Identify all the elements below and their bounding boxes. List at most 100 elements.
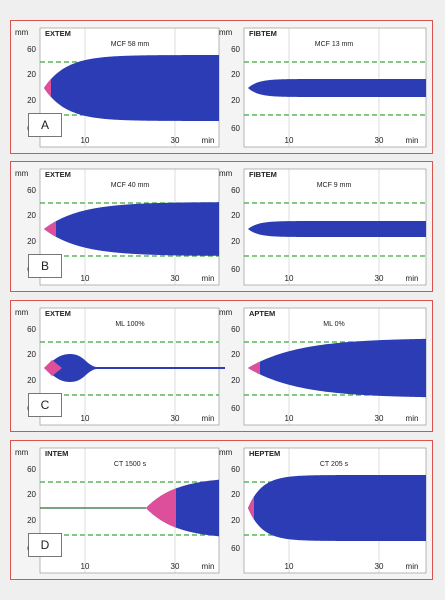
y-unit: mm [15, 308, 29, 317]
y-unit: mm [219, 169, 233, 178]
y-tick-label: 60 [231, 186, 240, 195]
y-tick-label: 20 [231, 70, 240, 79]
y-tick-label: 60 [27, 465, 36, 474]
trace [44, 55, 219, 121]
x-tick-label: 30 [171, 562, 180, 571]
panel: INTEM CT 1500 s mm 60 20 20 60 10 30 min HEPTEM CT … [10, 440, 433, 580]
y-tick-label: 60 [231, 124, 240, 133]
y-unit: mm [15, 169, 29, 178]
y-tick-label: 20 [27, 211, 36, 220]
plot-title: APTEM [249, 309, 275, 318]
y-tick-label: 20 [231, 96, 240, 105]
y-tick-label: 20 [27, 237, 36, 246]
subplot: FIBTEM MCF 9 mm mm 60 20 20 60 10 30 min [219, 168, 427, 286]
trace [248, 338, 426, 398]
y-tick-label: 60 [231, 265, 240, 274]
trace [248, 221, 426, 237]
panel-letter: B [41, 259, 49, 273]
x-tick-label: 30 [171, 274, 180, 283]
panel-letter: A [41, 118, 49, 132]
trace-onset [248, 361, 260, 375]
x-tick-label: 30 [375, 136, 384, 145]
plot-title: EXTEM [45, 309, 71, 318]
annotation: CT 205 s [320, 461, 349, 468]
y-tick-label: 20 [231, 376, 240, 385]
plot-title: HEPTEM [249, 449, 280, 458]
x-tick-label: 10 [81, 414, 90, 423]
y-tick-label: 20 [231, 516, 240, 525]
y-unit: mm [219, 448, 233, 457]
annotation: ML 0% [323, 321, 345, 328]
panel-letter-box [28, 533, 62, 557]
trace-onset [44, 79, 51, 97]
y-unit: mm [219, 28, 233, 37]
x-tick-label: 10 [81, 136, 90, 145]
annotation: CT 1500 s [114, 461, 147, 468]
annotation: ML 100% [115, 321, 144, 328]
panel-letter-box [28, 254, 62, 278]
x-tick-label: 30 [375, 414, 384, 423]
x-tick-label: 10 [285, 562, 294, 571]
y-tick-label: 20 [27, 70, 36, 79]
y-tick-label: 20 [27, 516, 36, 525]
x-tick-label: 10 [81, 562, 90, 571]
panel-letter-box [28, 393, 62, 417]
y-tick-label: 60 [231, 404, 240, 413]
y-tick-label: 60 [231, 325, 240, 334]
x-tick-label: 30 [171, 136, 180, 145]
y-tick-label: 60 [27, 186, 36, 195]
y-tick-label: 20 [27, 490, 36, 499]
x-tick-label: 30 [375, 562, 384, 571]
y-tick-label: 20 [231, 237, 240, 246]
trace-onset [248, 496, 254, 520]
y-tick-label: 20 [27, 350, 36, 359]
panel-letter: C [41, 398, 50, 412]
trace [248, 475, 426, 541]
x-tick-label: 10 [285, 414, 294, 423]
y-unit: mm [219, 308, 233, 317]
annotation: MCF 58 mm [111, 41, 150, 48]
trace [248, 79, 426, 97]
x-tick-label: 30 [375, 274, 384, 283]
y-tick-label: 20 [27, 376, 36, 385]
y-tick-label: 20 [231, 211, 240, 220]
plot-title: FIBTEM [249, 170, 277, 179]
y-tick-label: 60 [27, 325, 36, 334]
x-tick-label: min [202, 414, 215, 423]
trace-onset [44, 360, 62, 376]
subplot: FIBTEM MCF 13 mm mm 60 20 20 60 10 30 min [219, 27, 427, 148]
plot-title: INTEM [45, 449, 68, 458]
x-tick-label: 10 [285, 136, 294, 145]
plot-title: EXTEM [45, 170, 71, 179]
plot-title: EXTEM [45, 29, 71, 38]
y-tick-label: 20 [231, 350, 240, 359]
x-tick-label: min [202, 274, 215, 283]
y-tick-label: 60 [27, 45, 36, 54]
subplot: APTEM ML 0% mm 60 20 20 60 10 30 min [219, 307, 427, 426]
x-tick-label: min [406, 136, 419, 145]
x-tick-label: 30 [171, 414, 180, 423]
panel: EXTEM MCF 40 mm mm 60 20 20 60 10 30 min FIBTEM MCF… [10, 161, 433, 292]
y-tick-label: 20 [27, 96, 36, 105]
panel-letter-box [28, 113, 62, 137]
y-unit: mm [15, 28, 29, 37]
panel: EXTEM ML 100% mm 60 20 20 60 10 30 min APTEM ML 0% m… [10, 300, 433, 432]
x-tick-label: min [406, 274, 419, 283]
x-tick-label: 10 [81, 274, 90, 283]
x-tick-label: min [202, 562, 215, 571]
y-tick-label: 60 [231, 45, 240, 54]
x-tick-label: min [406, 414, 419, 423]
panel-letter: D [41, 538, 50, 552]
y-tick-label: 60 [231, 544, 240, 553]
subplot: HEPTEM CT 205 s mm 60 20 20 60 10 30 min [219, 447, 427, 574]
trace [44, 202, 219, 256]
trace [146, 479, 219, 537]
panel: EXTEM MCF 58 mm mm 60 20 20 60 10 30 min FIBTEM MCF… [10, 20, 433, 154]
x-tick-label: min [406, 562, 419, 571]
annotation: MCF 9 mm [317, 182, 352, 189]
